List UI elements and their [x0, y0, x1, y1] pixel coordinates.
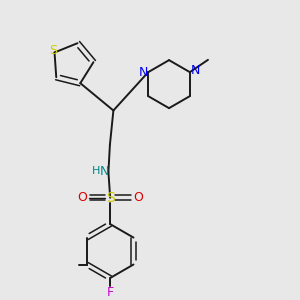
- Text: O: O: [133, 191, 142, 204]
- Text: H: H: [92, 166, 100, 176]
- Text: O: O: [78, 191, 88, 204]
- Text: N: N: [190, 64, 200, 77]
- Text: S: S: [106, 191, 115, 205]
- Text: N: N: [138, 66, 148, 79]
- Text: S: S: [49, 44, 57, 57]
- Text: F: F: [106, 286, 114, 299]
- Text: N: N: [100, 165, 109, 178]
